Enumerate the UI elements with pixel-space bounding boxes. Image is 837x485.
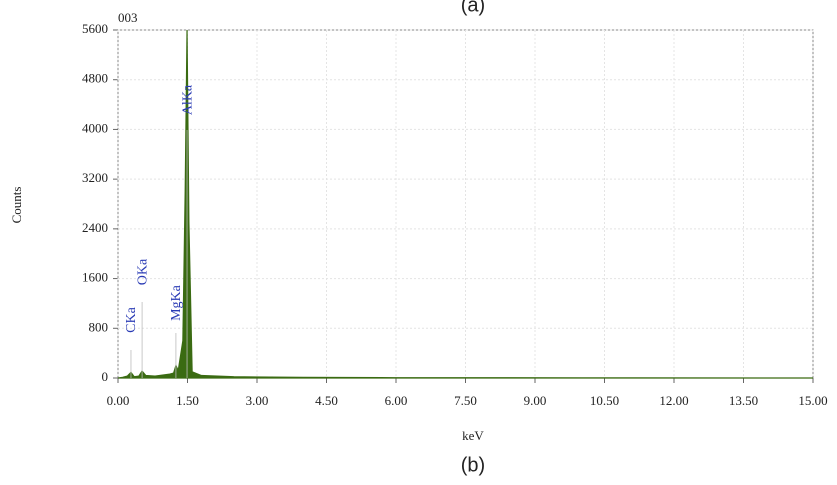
x-tick-label: 4.50 — [315, 393, 338, 408]
y-axis-label: Counts — [9, 187, 24, 224]
chart-title: (a) — [461, 0, 485, 16]
peak-label: MgKa — [169, 284, 184, 321]
x-tick-label: 6.00 — [385, 393, 408, 408]
sample-label: 003 — [118, 10, 138, 25]
y-tick-label: 0 — [102, 369, 109, 384]
peak-label: CKa — [124, 306, 139, 332]
peak-label: OKa — [135, 258, 150, 285]
peak-label: AlKa — [180, 84, 195, 115]
y-tick-label: 800 — [89, 319, 109, 334]
y-tick-label: 4800 — [82, 71, 108, 86]
spectrum — [117, 29, 814, 379]
x-tick-label: 0.00 — [107, 393, 130, 408]
x-tick-label: 9.00 — [524, 393, 547, 408]
y-tick-label: 2400 — [82, 220, 108, 235]
x-tick-label: 7.50 — [454, 393, 477, 408]
x-tick-label: 13.50 — [729, 393, 758, 408]
y-tick-label: 4000 — [82, 120, 108, 135]
x-tick-label: 15.00 — [798, 393, 827, 408]
y-tick-label: 3200 — [82, 170, 108, 185]
y-tick-label: 1600 — [82, 270, 108, 285]
x-tick-label: 1.50 — [176, 393, 199, 408]
x-tick-label: 10.50 — [590, 393, 619, 408]
x-tick-label: 3.00 — [246, 393, 269, 408]
caption: (b) — [461, 454, 485, 476]
x-tick-label: 12.00 — [659, 393, 688, 408]
y-tick-label: 5600 — [82, 21, 108, 36]
x-axis-label: keV — [462, 428, 484, 443]
